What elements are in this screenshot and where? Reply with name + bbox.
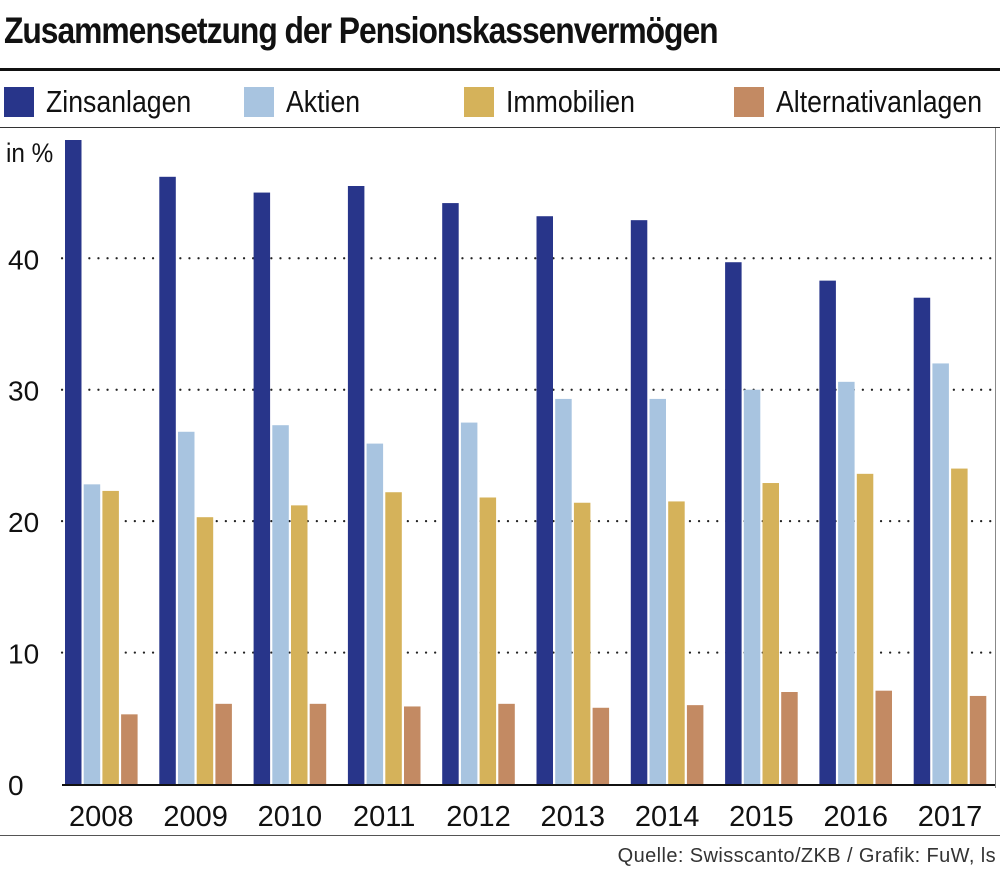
legend-rule (0, 127, 1000, 128)
x-tick-label-2010: 2010 (258, 801, 323, 833)
legend-swatch-zinsanlagen (4, 87, 34, 117)
y-tick-label-10: 10 (8, 639, 39, 670)
x-tick-label-2013: 2013 (541, 801, 606, 833)
bar-immobilien-2017 (951, 468, 968, 784)
bar-aktien-2013 (555, 398, 572, 784)
legend-swatch-aktien (244, 87, 274, 117)
bar-alternativanlagen-2016 (875, 690, 892, 784)
bar-aktien-2009 (178, 431, 195, 784)
bar-zinsanlagen-2016 (819, 280, 836, 784)
bar-immobilien-2009 (196, 517, 214, 784)
bar-immobilien-2014 (668, 501, 685, 784)
bar-zinsanlagen-2013 (536, 216, 553, 784)
bar-alternativanlagen-2012 (498, 703, 515, 784)
bar-immobilien-2016 (856, 473, 874, 784)
bar-zinsanlagen-2012 (442, 203, 459, 785)
bar-aktien-2014 (649, 398, 666, 784)
legend-item-zinsanlagen: Zinsanlagen (4, 84, 215, 120)
bar-aktien-2017 (932, 363, 949, 784)
legend-label-immobilien: Immobilien (506, 84, 635, 119)
bar-immobilien-2008 (102, 490, 119, 784)
bar-zinsanlagen-2017 (913, 297, 931, 784)
bar-zinsanlagen-2011 (347, 186, 365, 784)
bar-aktien-2010 (272, 425, 289, 784)
legend-item-aktien: Aktien (244, 84, 372, 120)
bar-alternativanlagen-2009 (215, 703, 232, 784)
legend-label-aktien: Aktien (286, 84, 361, 119)
legend-swatch-alternativanlagen (734, 87, 764, 117)
x-tick-label-2012: 2012 (446, 801, 511, 833)
bar-immobilien-2012 (479, 497, 497, 784)
bar-alternativanlagen-2008 (121, 714, 138, 784)
bar-zinsanlagen-2014 (630, 220, 648, 784)
y-tick-label-40: 40 (8, 244, 39, 275)
y-axis-unit-label: in % (6, 138, 54, 168)
bar-aktien-2015 (743, 389, 761, 784)
legend-label-zinsanlagen: Zinsanlagen (46, 84, 192, 119)
bar-zinsanlagen-2008 (65, 140, 82, 784)
source-credit: Quelle: Swisscanto/ZKB / Grafik: FuW, ls (617, 845, 996, 867)
x-tick-label-2011: 2011 (353, 801, 415, 833)
bar-alternativanlagen-2013 (592, 707, 610, 784)
bar-zinsanlagen-2009 (159, 176, 176, 785)
bar-zinsanlagen-2010 (253, 192, 271, 785)
x-tick-label-2009: 2009 (163, 801, 228, 833)
legend: Zinsanlagen Aktien Immobilien Alternativ… (0, 78, 1000, 126)
bar-alternativanlagen-2015 (781, 692, 798, 784)
bar-alternativanlagen-2014 (686, 705, 704, 784)
title-rule (0, 68, 1000, 71)
x-tick-label-2008: 2008 (69, 801, 134, 833)
y-tick-label-30: 30 (8, 376, 39, 407)
bar-aktien-2016 (838, 381, 855, 784)
legend-swatch-immobilien (464, 87, 494, 117)
bar-immobilien-2013 (573, 502, 591, 784)
chart-right-border (995, 128, 996, 788)
bar-aktien-2011 (366, 443, 384, 784)
chart-title: Zusammensetzung der Pensionskassenvermög… (4, 10, 719, 51)
bar-immobilien-2015 (762, 483, 779, 784)
legend-label-alternativanlagen: Alternativanlagen (776, 84, 983, 119)
bar-alternativanlagen-2011 (404, 706, 421, 784)
bar-immobilien-2011 (385, 492, 402, 784)
bar-aktien-2012 (460, 422, 478, 784)
y-tick-label-0: 0 (8, 770, 24, 801)
x-tick-label-2016: 2016 (823, 801, 888, 833)
x-tick-label-2015: 2015 (729, 801, 794, 833)
bar-aktien-2008 (83, 484, 101, 784)
legend-item-immobilien: Immobilien (464, 84, 656, 120)
y-tick-label-20: 20 (8, 507, 39, 538)
legend-item-alternativanlagen: Alternativanlagen (734, 84, 1000, 120)
bar-zinsanlagen-2015 (725, 262, 742, 784)
source-rule (0, 835, 1000, 836)
bar-alternativanlagen-2017 (969, 695, 987, 784)
x-tick-label-2017: 2017 (918, 801, 983, 833)
x-tick-label-2014: 2014 (635, 801, 700, 833)
bar-immobilien-2010 (291, 505, 308, 784)
bar-alternativanlagen-2010 (309, 703, 327, 784)
